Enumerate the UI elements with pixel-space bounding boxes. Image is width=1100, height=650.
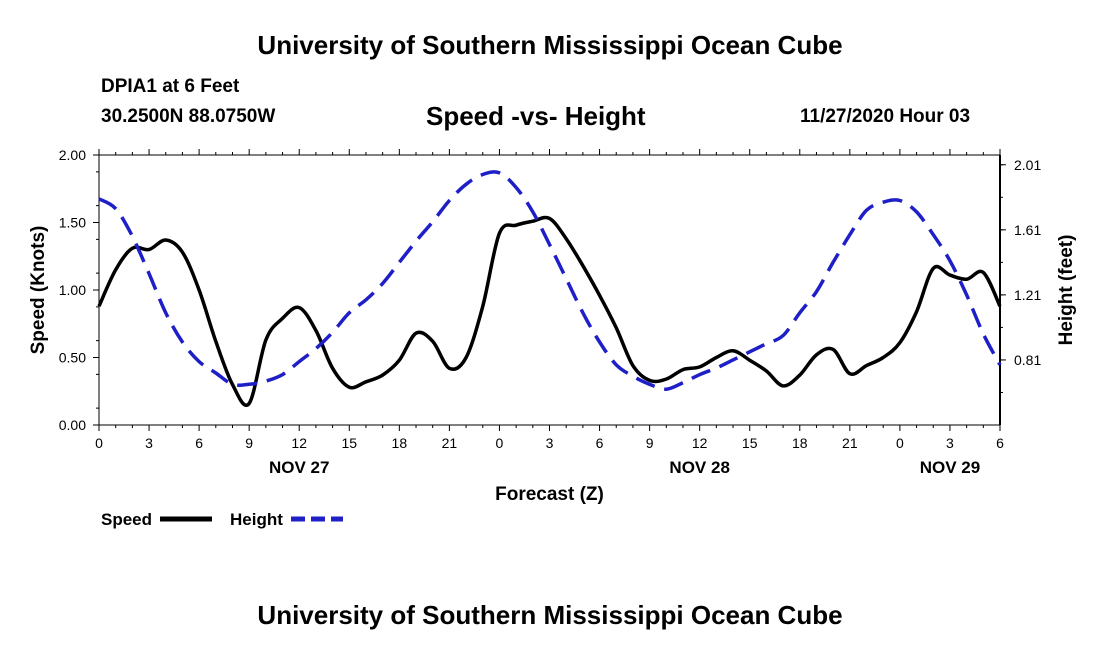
x-tick-label: 12 [692,435,708,451]
y-tick-label: 0.00 [59,417,86,433]
date-label: NOV 27 [269,458,329,477]
y-tick-label: 1.50 [59,215,86,231]
x-tick-label: 0 [896,435,904,451]
x-tick-label: 21 [442,435,458,451]
speed-series-line [97,215,1002,407]
x-tick-label: 6 [195,435,203,451]
y-right-tick-label: 1.21 [1014,287,1041,303]
height-series-line [98,170,1002,391]
x-tick-label: 3 [145,435,153,451]
y-axis-title: Speed (Knots) [28,226,49,355]
x-tick-label: 15 [742,435,758,451]
coordinates-label: 30.2500N 88.0750W [101,106,276,127]
x-tick-label: 6 [596,435,604,451]
y-tick-label: 1.00 [59,282,86,298]
chart-title: Speed -vs- Height [426,101,646,131]
x-tick-label: 6 [996,435,1004,451]
x-tick-label: 0 [95,435,103,451]
x-tick-label: 21 [842,435,858,451]
y-right-axis-title: Height (feet) [1056,235,1077,346]
y-tick-label: 2.00 [59,147,86,163]
x-tick-label: 9 [646,435,654,451]
x-tick-label: 18 [792,435,808,451]
forecast-time-label: 11/27/2020 Hour 03 [800,106,971,127]
y-right-tick-label: 2.01 [1014,157,1041,173]
date-label: NOV 29 [920,458,980,477]
station-label: DPIA1 at 6 Feet [101,76,240,97]
x-tick-label: 18 [392,435,408,451]
x-tick-label: 9 [245,435,253,451]
x-tick-label: 3 [546,435,554,451]
y-tick-label: 0.50 [59,350,86,366]
date-label: NOV 28 [669,458,729,477]
x-tick-label: 12 [291,435,307,451]
x-axis-title: Forecast (Z) [495,484,604,505]
y-right-tick-label: 0.81 [1014,352,1041,368]
legend-height-label: Height [230,510,283,529]
x-tick-label: 15 [341,435,357,451]
y-right-tick-label: 1.61 [1014,222,1041,238]
page-title: University of Southern Mississippi Ocean… [257,30,843,60]
x-tick-label: 0 [496,435,504,451]
footer-title: University of Southern Mississippi Ocean… [257,600,843,630]
legend-speed-label: Speed [101,510,152,529]
x-tick-label: 3 [946,435,954,451]
